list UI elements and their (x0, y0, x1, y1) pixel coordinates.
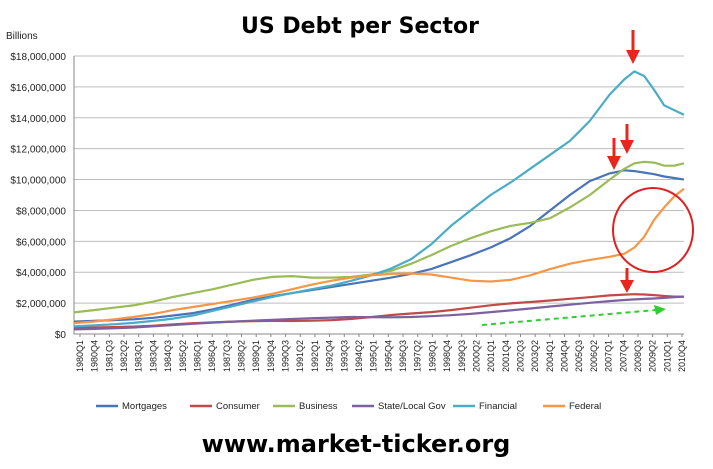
x-tick-label: 1982Q2 (119, 340, 129, 372)
legend-label: State/Local Gov (378, 401, 446, 412)
x-tick-label: 2010Q4 (677, 340, 687, 372)
x-tick-labels: 1980Q1 1980Q4 1981Q3 1982Q2 1983Q1 1983Q4 1984… (75, 334, 687, 372)
x-tick-label: 1987Q3 (222, 340, 232, 372)
y-tick-label: $18,000,000 (10, 52, 66, 63)
x-tick-label: 2005Q3 (574, 340, 584, 372)
x-tick-label: 1989Q1 (251, 340, 261, 372)
series-line-business (73, 160, 685, 314)
arrow-down-icon (626, 30, 640, 64)
series-line-federal (73, 187, 685, 325)
gridlines (73, 55, 684, 335)
legend-label: Mortgages (122, 401, 167, 412)
footer-url: www.market-ticker.org (202, 430, 511, 458)
series-line-state-local-gov (73, 295, 685, 331)
y-tick-label: $0 (55, 330, 67, 341)
y-tick-label: $12,000,000 (10, 145, 66, 156)
arrow-down-icon (607, 138, 621, 170)
x-tick-label: 1984Q3 (163, 340, 173, 372)
x-tick-label: 1999Q3 (457, 340, 467, 372)
legend-item: Consumer (190, 401, 260, 412)
red-arrow-icons (607, 30, 640, 293)
y-tick-label: $6,000,000 (16, 237, 66, 248)
legend-item: Federal (543, 401, 601, 412)
x-tick-label: 2002Q3 (515, 340, 525, 372)
x-tick-label: 2006Q2 (589, 340, 599, 372)
arrow-down-icon (620, 124, 634, 154)
green-trend-arrow (481, 305, 666, 326)
x-tick-label: 1995Q4 (383, 340, 393, 372)
x-tick-label: 1992Q1 (310, 340, 320, 372)
x-tick-label: 1989Q4 (266, 340, 276, 372)
x-tick-label: 2010Q1 (662, 340, 672, 372)
y-tick-label: $14,000,000 (10, 114, 66, 125)
x-tick-label: 1992Q4 (325, 340, 335, 372)
y-tick-label: $2,000,000 (16, 299, 66, 310)
x-tick-label: 1998Q1 (427, 340, 437, 372)
chart-title: US Debt per Sector (241, 14, 479, 39)
x-tick-label: 1985Q2 (178, 340, 188, 372)
x-tick-label: 1980Q1 (75, 340, 85, 372)
series-line-financial (73, 70, 685, 328)
arrow-down-icon (620, 268, 634, 293)
x-tick-label: 1997Q2 (413, 340, 423, 372)
x-tick-label: 1983Q4 (148, 340, 158, 372)
x-tick-label: 1996Q3 (398, 340, 408, 372)
y-tick-label: $10,000,000 (10, 176, 66, 187)
y-tick-labels: $0 $2,000,000 $4,000,000 $6,000,000 $8,000,0… (10, 52, 66, 341)
y-axis-label: Billions (6, 31, 38, 42)
x-tick-label: 1998Q4 (442, 340, 452, 372)
x-tick-label: 1991Q2 (295, 340, 305, 372)
x-tick-label: 2008Q3 (633, 340, 643, 372)
x-tick-label: 2007Q1 (604, 340, 614, 372)
x-tick-label: 1986Q4 (207, 340, 217, 372)
x-tick-label: 2009Q2 (648, 340, 658, 372)
x-tick-label: 1993Q3 (339, 340, 349, 372)
x-tick-label: 2001Q1 (486, 340, 496, 372)
legend-item: Financial (453, 401, 517, 412)
legend-item: Business (273, 401, 338, 412)
x-tick-label: 1981Q3 (104, 340, 114, 372)
y-tick-label: $4,000,000 (16, 268, 66, 279)
x-tick-label: 1986Q1 (192, 340, 202, 372)
x-tick-label: 2007Q4 (618, 340, 628, 372)
x-tick-label: 1983Q1 (134, 340, 144, 372)
series-lines (73, 70, 685, 331)
legend-label: Federal (569, 401, 601, 412)
x-tick-label: 1988Q2 (237, 340, 247, 372)
y-tick-label: $16,000,000 (10, 83, 66, 94)
x-tick-label: 2003Q2 (530, 340, 540, 372)
legend-label: Financial (479, 401, 517, 412)
y-tick-label: $8,000,000 (16, 206, 66, 217)
legend-label: Consumer (216, 401, 260, 412)
x-tick-label: 1995Q1 (369, 340, 379, 372)
x-tick-label: 2004Q4 (560, 340, 570, 372)
highlight-circle (612, 187, 694, 273)
legend-item: State/Local Gov (352, 401, 446, 412)
x-tick-label: 1990Q3 (281, 340, 291, 372)
x-tick-label: 2001Q4 (501, 340, 511, 372)
x-tick-label: 2004Q1 (545, 340, 555, 372)
x-tick-label: 1994Q2 (354, 340, 364, 372)
x-tick-label: 2000Q2 (471, 340, 481, 372)
legend-label: Business (299, 401, 338, 412)
legend: Mortgages Consumer Business State/Local Gov… (96, 401, 601, 412)
x-tick-label: 1980Q4 (90, 340, 100, 372)
legend-item: Mortgages (96, 401, 167, 412)
